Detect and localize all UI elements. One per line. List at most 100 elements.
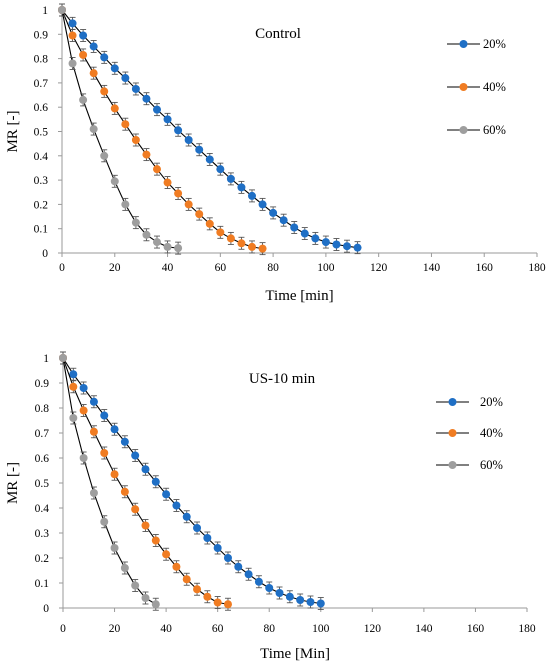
data-point [285,592,294,601]
data-point [203,534,212,542]
legend-entry: 40% [447,80,506,94]
legend-label: 40% [480,426,503,440]
us-10-min-chart: 0 20 40 60 80 100 120 140 160 180 0 0.1 0.2 0.3 0.4 0.5… [5,351,536,662]
data-point [237,239,246,248]
x-tick-label: 20 [109,262,121,274]
x-axis-title: Time [min] [265,288,333,304]
data-point [153,105,161,114]
x-tick-label: 60 [212,623,224,635]
data-point [163,115,172,124]
x-tick-label: 180 [528,262,546,274]
data-point [296,596,305,604]
data-point [89,427,98,436]
x-tick-label: 100 [317,262,335,274]
x-axis-title: Time [Min] [260,646,330,662]
data-point [321,238,330,247]
series-60-percent [59,351,160,611]
data-point [100,151,109,160]
data-point [172,501,181,510]
data-point [316,599,325,608]
y-tick-label: 0.2 [35,553,50,565]
series-20-percent [59,351,325,610]
series-line [62,357,321,605]
data-point [223,554,232,562]
data-point [110,64,119,73]
data-point [193,524,202,532]
data-point [79,406,88,415]
data-point [69,370,78,379]
data-point [275,589,284,597]
data-point [110,470,119,479]
x-tick-label: 160 [467,623,485,635]
data-point [68,31,77,40]
data-point [141,521,150,530]
legend-label: 60% [483,123,506,137]
x-tick-label: 140 [423,262,441,274]
legend-marker [459,126,468,134]
legend-entry: 60% [447,123,506,137]
x-tick-label: 0 [60,623,66,635]
data-point [100,449,109,457]
y-tick-label: 0.5 [35,478,50,490]
y-tick-label: 0.9 [35,378,50,390]
x-tick-label: 120 [370,262,388,274]
data-point [226,174,235,183]
data-point [265,584,274,592]
data-point [142,150,151,159]
x-tick-label: 140 [415,623,433,635]
y-tick-label: 0.3 [34,175,49,187]
data-point [110,544,119,552]
data-point [311,234,320,243]
y-tick-label: 0.8 [35,403,50,415]
y-tick-label: 1 [42,5,48,17]
data-point [141,594,150,602]
data-point [151,600,160,609]
data-point [142,230,151,239]
data-point [226,234,235,243]
data-point [68,19,77,28]
legend-label: 20% [480,395,503,409]
series-40-percent [58,3,267,256]
data-point [121,200,130,209]
data-point [89,42,98,51]
data-point [234,562,243,571]
data-point [79,95,88,104]
legend-label: 40% [483,80,506,94]
data-point [174,189,183,198]
legend-marker [448,461,457,469]
chart-title: Control [255,26,301,42]
data-point [131,84,140,93]
data-point [131,505,140,514]
data-point [213,544,222,552]
data-point [153,165,161,174]
data-point [216,228,225,237]
x-tick-label: 160 [476,262,494,274]
y-tick-label: 0.9 [34,29,49,41]
data-point [163,178,172,187]
x-tick-label: 180 [518,623,536,635]
data-point [151,477,160,486]
data-point [195,210,204,219]
data-point [213,598,222,607]
data-point [110,177,119,186]
data-point [184,136,193,145]
data-point [121,74,130,83]
data-point [162,490,171,499]
control-chart: 0 20 40 60 80 100 120 140 160 180 0 0.1 0.2 0.3 0.4 0.5… [5,3,546,304]
data-point [184,200,193,209]
data-point [195,145,204,154]
data-point [120,437,129,446]
legend-entry: 20% [436,395,503,409]
legend-marker [448,429,457,437]
data-point [110,425,119,434]
data-point [269,208,278,217]
series-line [62,357,157,605]
data-point [153,238,161,247]
data-point [89,489,98,497]
data-point [353,243,362,252]
data-point [258,244,267,253]
data-point [131,451,140,460]
x-tick-label: 100 [312,623,330,635]
y-tick-label: 0.8 [34,54,49,66]
